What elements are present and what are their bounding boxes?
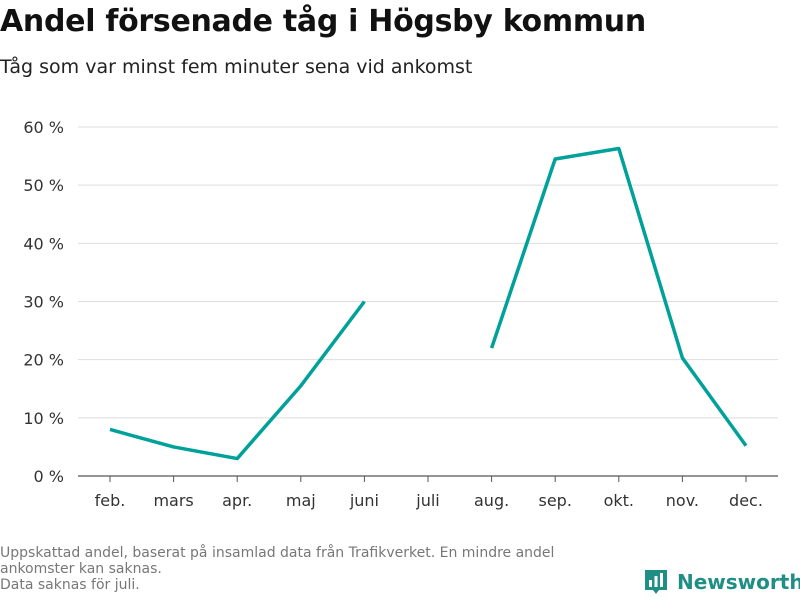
x-tick-label: juni [349, 491, 379, 510]
x-tick-label: nov. [666, 491, 699, 510]
footnote-line: Data saknas för juli. [0, 577, 140, 593]
y-tick-label: 0 % [34, 467, 64, 486]
series-line [489, 146, 748, 447]
x-tick-label: dec. [729, 491, 763, 510]
x-tick-label: maj [286, 491, 316, 510]
line-chart: 0 % 10 % 20 % 30 % 40 % 50 % 60 % feb. mars apr. m… [23, 118, 778, 510]
newsworthy-logo: Newsworthy [643, 568, 800, 596]
x-tick-label: feb. [95, 491, 126, 510]
x-tick-label: okt. [604, 491, 634, 510]
brand-name: Newsworthy [677, 570, 800, 594]
y-tick-label: 60 % [23, 118, 64, 137]
x-tick-label: sep. [538, 491, 571, 510]
footnote-line: Uppskattad andel, baserat på insamlad da… [0, 545, 555, 561]
x-tick-label: juli [415, 491, 439, 510]
chart-subtitle: Tåg som var minst fem minuter sena vid a… [0, 56, 473, 78]
y-tick-label: 50 % [23, 176, 64, 195]
y-tick-label: 40 % [23, 234, 64, 253]
series-line [109, 300, 366, 461]
x-tick-label: apr. [222, 491, 252, 510]
x-tick-label: mars [153, 491, 193, 510]
footnote-line: ankomster kan saknas. [0, 561, 162, 577]
bar-chart-logo-icon [645, 570, 667, 594]
x-tick-label: aug. [474, 491, 509, 510]
y-tick-label: 10 % [23, 409, 64, 428]
chart-title: Andel försenade tåg i Högsby kommun [0, 4, 646, 39]
y-tick-label: 30 % [23, 293, 64, 312]
footnote: Uppskattad andel, baserat på insamlad da… [0, 545, 640, 593]
y-tick-label: 20 % [23, 351, 64, 370]
